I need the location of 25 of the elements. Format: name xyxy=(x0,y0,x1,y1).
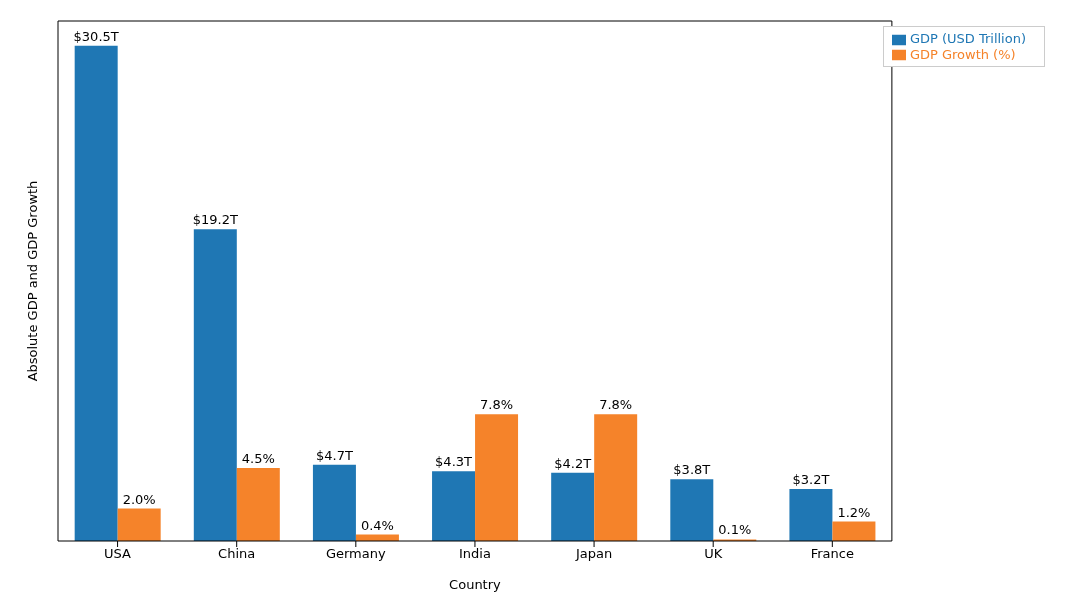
x-tick-label: China xyxy=(218,546,256,562)
x-tick-label: Germany xyxy=(325,546,386,562)
data-label: 2.0% xyxy=(122,491,156,507)
x-tick-label: UK xyxy=(704,546,723,562)
data-label: $3.2T xyxy=(792,472,830,488)
x-tick-label: USA xyxy=(104,546,132,562)
data-label: 0.1% xyxy=(718,522,752,538)
data-label: 1.2% xyxy=(837,504,871,520)
data-label: 7.8% xyxy=(480,397,514,413)
x-tick-label: Japan xyxy=(574,546,613,562)
legend-label: GDP (USD Trillion) xyxy=(909,31,1026,46)
x-axis-title: Country xyxy=(449,577,502,592)
data-label: $19.2T xyxy=(192,212,238,228)
y-axis-title: Absolute GDP and GDP Growth xyxy=(24,180,40,382)
data-label: $4.3T xyxy=(435,454,473,470)
data-label: $4.2T xyxy=(554,455,592,471)
data-label: 0.4% xyxy=(360,517,394,533)
x-tick-label: India xyxy=(458,546,491,562)
data-label: 4.5% xyxy=(241,450,275,466)
data-label: $4.7T xyxy=(315,447,353,463)
x-tick-label: France xyxy=(810,546,854,562)
data-label: $30.5T xyxy=(73,28,119,44)
legend-label: GDP Growth (%) xyxy=(909,46,1016,62)
data-label: $3.8T xyxy=(673,462,711,478)
data-label: 7.8% xyxy=(599,397,633,413)
